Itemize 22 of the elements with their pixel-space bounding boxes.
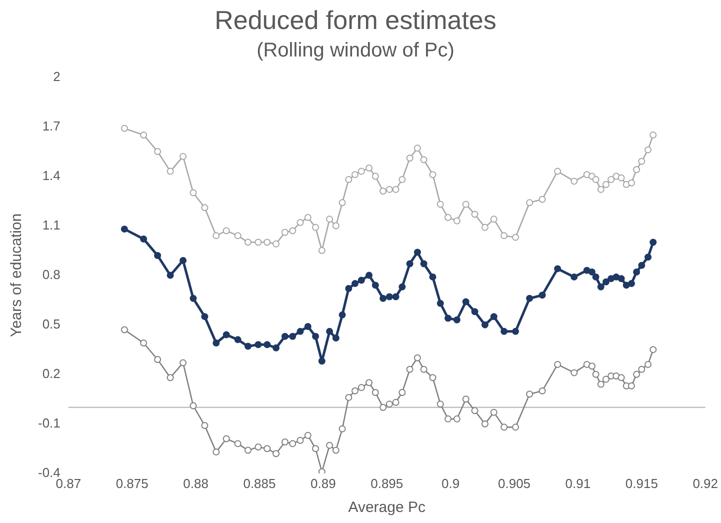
- x-axis-title: Average Pc: [348, 499, 426, 516]
- y-tick-label: 2: [53, 68, 60, 84]
- y-tick-label: 0.2: [42, 366, 60, 381]
- chart-subtitle: (Rolling window of Pc): [256, 40, 454, 62]
- x-tick-label: 0.9: [442, 476, 460, 491]
- x-tick-label: 0.91: [565, 476, 591, 491]
- x-tick-label: 0.885: [243, 476, 276, 491]
- y-tick-label: 1.7: [42, 118, 60, 134]
- y-tick-label: 1.1: [42, 217, 60, 232]
- y-tick-label: 0.8: [42, 266, 60, 282]
- chart-title: Reduced form estimates: [214, 4, 496, 35]
- x-tick-label: 0.92: [692, 476, 718, 491]
- x-tick-label: 0.915: [625, 476, 658, 491]
- x-tick-label: 0.895: [370, 476, 404, 491]
- y-axis-title: Years of education: [8, 213, 26, 338]
- x-tick-label: 0.875: [116, 476, 148, 491]
- y-tick-label: 1.4: [42, 168, 60, 183]
- x-tick-label: 0.89: [310, 476, 336, 491]
- x-tick-label: 0.88: [183, 476, 208, 491]
- x-tick-label: 0.905: [498, 476, 531, 491]
- y-tick-label: -0.1: [38, 415, 60, 430]
- y-tick-label: 0.5: [42, 316, 60, 332]
